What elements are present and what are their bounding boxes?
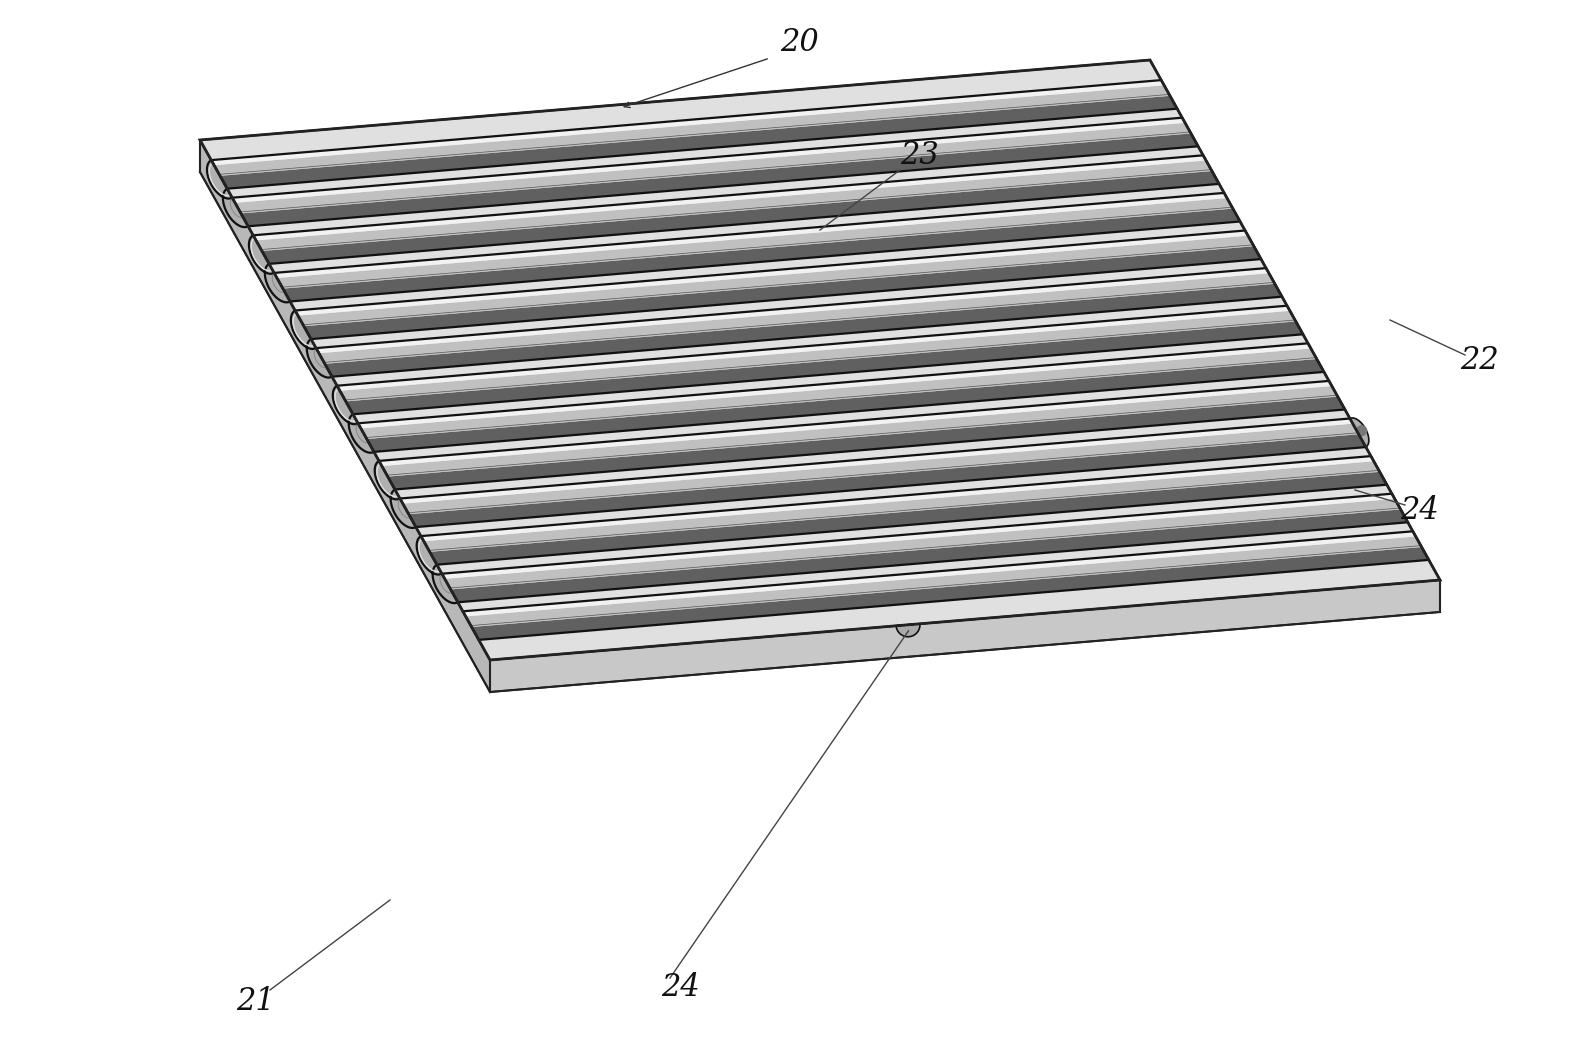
Polygon shape: [409, 435, 1365, 527]
Polygon shape: [214, 86, 1171, 176]
Polygon shape: [284, 209, 1240, 302]
Polygon shape: [200, 60, 1440, 660]
Polygon shape: [298, 236, 1255, 326]
Polygon shape: [304, 247, 1261, 339]
Polygon shape: [277, 199, 1232, 288]
Polygon shape: [233, 118, 1185, 203]
Polygon shape: [208, 160, 249, 227]
Polygon shape: [337, 306, 1289, 391]
Polygon shape: [489, 580, 1440, 692]
Polygon shape: [358, 344, 1312, 428]
Polygon shape: [249, 235, 290, 302]
Polygon shape: [379, 381, 1332, 466]
Polygon shape: [425, 461, 1380, 552]
Polygon shape: [1350, 418, 1369, 447]
Polygon shape: [333, 386, 374, 452]
Polygon shape: [341, 310, 1296, 401]
Polygon shape: [463, 531, 1416, 617]
Polygon shape: [382, 386, 1338, 477]
Polygon shape: [220, 96, 1177, 189]
Polygon shape: [257, 161, 1212, 251]
Text: 24: 24: [661, 973, 700, 1003]
Text: 22: 22: [1460, 345, 1500, 375]
Polygon shape: [200, 140, 489, 692]
Circle shape: [1357, 425, 1367, 436]
Polygon shape: [318, 273, 1275, 364]
Polygon shape: [241, 134, 1198, 227]
Polygon shape: [388, 397, 1345, 489]
Polygon shape: [402, 423, 1359, 514]
Text: 24: 24: [1400, 494, 1440, 526]
Text: 23: 23: [901, 139, 939, 170]
Text: 21: 21: [236, 986, 274, 1018]
Polygon shape: [291, 310, 333, 377]
Polygon shape: [450, 509, 1408, 602]
Polygon shape: [472, 547, 1429, 640]
Polygon shape: [367, 359, 1324, 451]
Polygon shape: [295, 231, 1248, 316]
Polygon shape: [421, 456, 1373, 541]
Polygon shape: [261, 171, 1220, 264]
Polygon shape: [429, 472, 1388, 564]
Polygon shape: [211, 80, 1164, 165]
Polygon shape: [375, 461, 417, 528]
Text: 20: 20: [781, 26, 819, 57]
Polygon shape: [234, 123, 1191, 213]
Polygon shape: [442, 493, 1396, 579]
Polygon shape: [897, 624, 920, 636]
Polygon shape: [345, 322, 1304, 414]
Polygon shape: [361, 348, 1316, 439]
Polygon shape: [317, 269, 1269, 353]
Polygon shape: [325, 284, 1281, 376]
Polygon shape: [445, 498, 1400, 589]
Polygon shape: [466, 536, 1421, 627]
Polygon shape: [274, 193, 1228, 278]
Polygon shape: [253, 156, 1205, 240]
Polygon shape: [417, 536, 458, 603]
Polygon shape: [399, 418, 1353, 504]
